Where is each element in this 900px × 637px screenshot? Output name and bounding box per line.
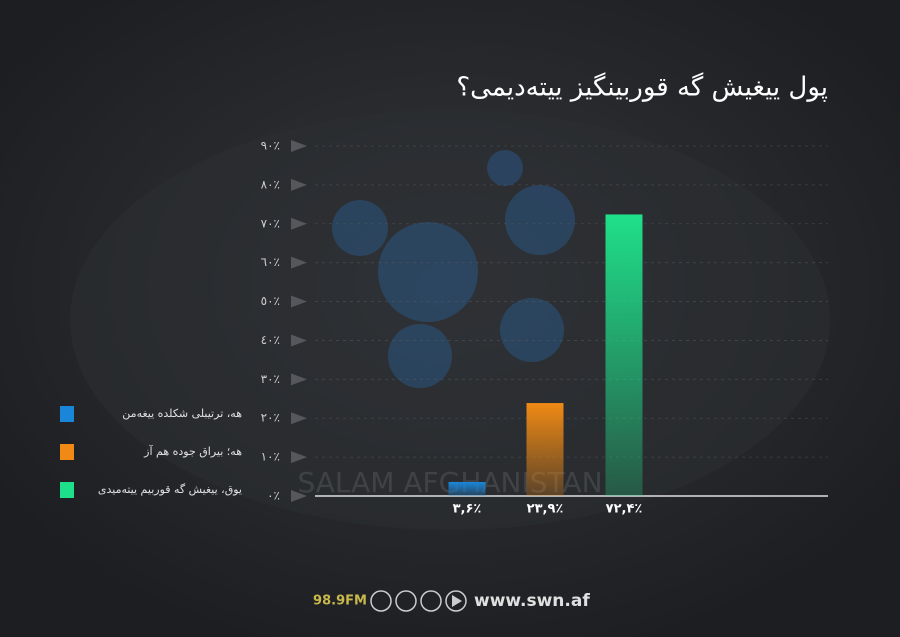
tick-mark [291, 256, 307, 269]
y-tick-label: ٤٠٪ [261, 333, 280, 347]
tick-mark [291, 373, 307, 386]
icon [395, 590, 417, 612]
bar [605, 214, 643, 496]
tick-mark [291, 217, 307, 230]
legend-swatch [60, 444, 74, 460]
tick-mark [291, 178, 307, 191]
legend-label: یوق، ییغیش گه قوربیم ییته‌میدی [98, 483, 242, 496]
tick-mark [291, 490, 307, 502]
y-tick-label: ٧٠٪ [261, 216, 280, 230]
y-tick-label: ٠٪ [267, 489, 280, 503]
icon [445, 590, 467, 612]
chart-title: پول ییغیش گه قوربینگیز ییته‌دیمی؟ [456, 72, 828, 103]
y-tick-label: ١٠٪ [261, 450, 280, 464]
y-tick-label: ٥٠٪ [261, 294, 280, 308]
y-tick-label: ٦٠٪ [261, 255, 280, 269]
legend-swatch [60, 482, 74, 498]
footer: 98.9FM www.swn.af [313, 590, 590, 612]
tick-mark [291, 451, 307, 464]
y-tick-label: ٨٠٪ [261, 177, 280, 191]
bar [448, 482, 486, 496]
bar [526, 403, 564, 496]
tick-mark [291, 334, 307, 347]
icon [452, 595, 462, 607]
value-label: ۳,۶٪ [453, 502, 482, 517]
icon [370, 590, 392, 612]
legend-swatch [60, 406, 74, 422]
tick-mark [291, 295, 307, 308]
logo-decoration [332, 150, 575, 388]
y-tick-label: ٢٠٪ [261, 411, 280, 425]
icon [420, 590, 442, 612]
tick-mark [291, 412, 307, 425]
footer-station: 98.9FM [313, 594, 367, 609]
value-label: ۷۲,۴٪ [606, 502, 643, 517]
y-tick-label: ٣٠٪ [261, 372, 280, 386]
tick-mark [291, 140, 307, 152]
value-label: ۲۳,۹٪ [527, 502, 564, 517]
footer-website: www.swn.af [474, 591, 590, 611]
legend-label: هه؛ بیراق جوده هم آز [143, 444, 242, 458]
y-tick-label: ٩٠٪ [261, 139, 280, 153]
legend-label: هە، ترتیبلی شکلده ییغه‌من [122, 407, 242, 420]
